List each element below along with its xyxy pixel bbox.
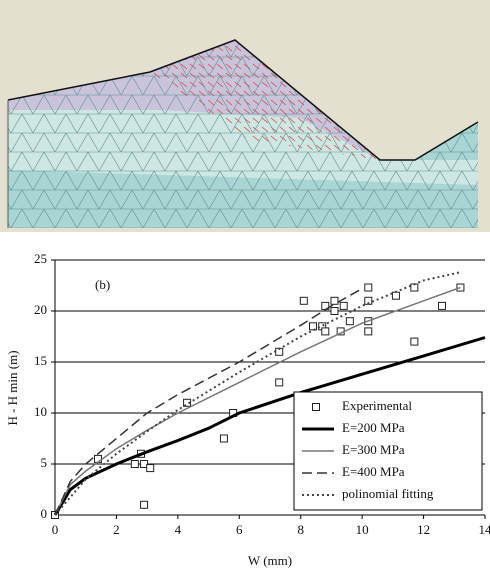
- marker: [322, 328, 329, 335]
- x-tick-label: 2: [113, 522, 120, 537]
- mesh-image: [0, 0, 490, 232]
- marker: [365, 284, 372, 291]
- y-tick-label: 10: [34, 404, 47, 419]
- y-axis-label: H - H min (m): [5, 350, 20, 425]
- marker: [457, 284, 464, 291]
- marker: [141, 501, 148, 508]
- y-tick-label: 20: [34, 302, 47, 317]
- x-axis-label: W (mm): [248, 553, 292, 568]
- y-tick-label: 25: [34, 251, 47, 266]
- marker: [331, 308, 338, 315]
- marker: [310, 323, 317, 330]
- x-tick-label: 10: [356, 522, 369, 537]
- legend-label: Experimental: [342, 398, 412, 413]
- x-tick-label: 6: [236, 522, 243, 537]
- y-tick-label: 5: [41, 455, 48, 470]
- marker: [300, 297, 307, 304]
- legend-marker: [313, 404, 320, 411]
- marker: [220, 435, 227, 442]
- marker: [331, 297, 338, 304]
- legend-label: E=200 MPa: [342, 420, 405, 435]
- legend-label: polinomial fitting: [342, 486, 434, 501]
- marker: [411, 338, 418, 345]
- marker: [340, 302, 347, 309]
- y-tick-label: 15: [34, 353, 47, 368]
- marker: [131, 461, 138, 468]
- marker: [439, 302, 446, 309]
- annotation: (b): [95, 277, 110, 292]
- x-tick-label: 12: [417, 522, 430, 537]
- marker: [365, 328, 372, 335]
- marker: [147, 465, 154, 472]
- x-tick-label: 4: [175, 522, 182, 537]
- y-tick-label: 0: [41, 506, 48, 521]
- x-tick-label: 0: [52, 522, 59, 537]
- legend-label: E=400 MPa: [342, 464, 405, 479]
- x-tick-label: 8: [297, 522, 304, 537]
- marker: [392, 292, 399, 299]
- legend-label: E=300 MPa: [342, 442, 405, 457]
- marker: [346, 318, 353, 325]
- marker: [276, 379, 283, 386]
- x-tick-label: 14: [479, 522, 490, 537]
